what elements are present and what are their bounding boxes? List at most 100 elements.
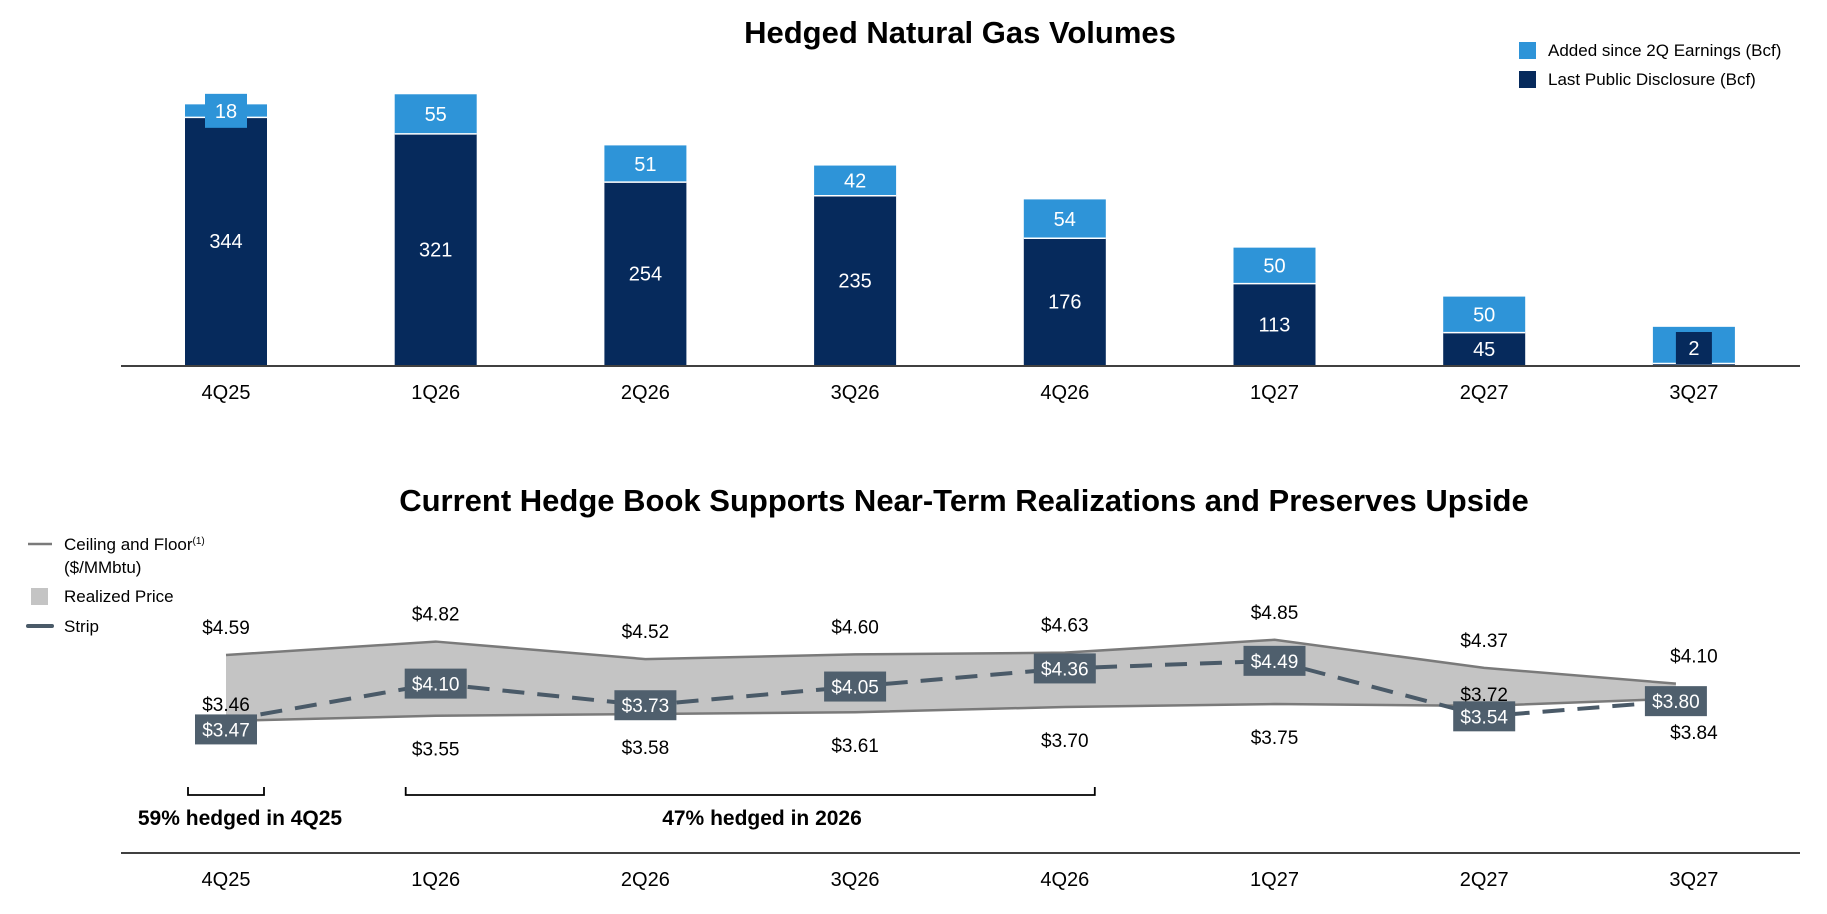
label-added-2Q27: 50 xyxy=(1473,305,1495,327)
label-added-1Q27: 50 xyxy=(1263,256,1285,278)
prices-chart-title: Current Hedge Book Supports Near-Term Re… xyxy=(399,483,1529,518)
bar-last-4Q25 xyxy=(185,117,267,365)
x-tick-top-1Q27: 1Q27 xyxy=(1250,382,1299,404)
legend-swatch-realized xyxy=(31,588,48,605)
bar-added-1Q26 xyxy=(394,94,477,134)
label-last-1Q26: 321 xyxy=(419,239,452,261)
label-last-3Q26: 235 xyxy=(838,270,871,292)
strip-line xyxy=(225,658,1677,723)
legend-label-ceiling-floor: Ceiling and Floor(1) xyxy=(64,535,205,554)
legend-swatch-added xyxy=(1519,42,1536,59)
legend-label-units: ($/MMbtu) xyxy=(64,558,141,577)
bar-last-1Q26 xyxy=(394,133,477,365)
label-last-1Q27: 113 xyxy=(1259,314,1291,336)
ceiling-label-1Q26: $4.82 xyxy=(412,605,460,626)
ceiling-label-3Q27: $4.10 xyxy=(1670,647,1718,668)
ceiling-label-2Q27: $4.37 xyxy=(1460,631,1508,652)
label-added-1Q26: 55 xyxy=(425,104,447,126)
floor-label-2Q27: $3.72 xyxy=(1460,685,1508,706)
label-last-2Q27: 45 xyxy=(1473,339,1495,361)
x-tick-top-3Q26: 3Q26 xyxy=(831,382,880,404)
strip-label-1Q27: $4.49 xyxy=(1251,652,1299,673)
label-added-2Q26: 51 xyxy=(634,154,656,176)
legend-label-realized: Realized Price xyxy=(64,587,174,606)
bar-last-3Q26 xyxy=(814,195,897,365)
ceiling-label-1Q27: $4.85 xyxy=(1251,603,1299,624)
ceiling-label-4Q25: $4.59 xyxy=(202,618,250,639)
strip-label-box-2Q26 xyxy=(614,690,677,721)
floor-label-3Q26: $3.61 xyxy=(831,736,879,757)
x-tick-bottom-4Q25: 4Q25 xyxy=(202,869,251,891)
legend-ceiling-floor-text: Ceiling and Floor xyxy=(64,535,193,554)
floor-label-3Q27: $3.84 xyxy=(1670,723,1718,744)
prices-legend: Ceiling and Floor(1) ($/MMbtu) Realized … xyxy=(26,535,205,636)
volumes-chart: Hedged Natural Gas Volumes Added since 2… xyxy=(121,15,1800,404)
legend-label-added: Added since 2Q Earnings (Bcf) xyxy=(1548,41,1781,60)
label-last-3Q27: 2 xyxy=(1688,338,1699,360)
prices-x-ticks: 4Q25 1Q26 2Q26 3Q26 4Q26 1Q27 2Q27 3Q27 xyxy=(202,869,1719,891)
annotation-4q25: 59% hedged in 4Q25 xyxy=(138,807,343,830)
label-added-4Q25: 18 xyxy=(215,101,237,123)
x-tick-top-4Q25: 4Q25 xyxy=(202,382,251,404)
x-tick-top-3Q27: 3Q27 xyxy=(1669,382,1718,404)
strip-label-3Q26: $4.05 xyxy=(831,678,879,699)
x-tick-bottom-3Q27: 3Q27 xyxy=(1669,869,1718,891)
legend-swatch-last xyxy=(1519,71,1536,88)
label-box-last-3Q27 xyxy=(1675,332,1712,364)
ceiling-line xyxy=(225,638,1677,685)
bar-last-4Q26 xyxy=(1023,238,1106,365)
x-tick-bottom-2Q26: 2Q26 xyxy=(621,869,670,891)
strip-label-1Q26: $4.10 xyxy=(412,675,460,696)
strip-label-3Q27: $3.80 xyxy=(1652,692,1700,713)
bracket-4q25 xyxy=(187,787,265,796)
x-tick-bottom-3Q26: 3Q26 xyxy=(831,869,880,891)
volumes-legend: Added since 2Q Earnings (Bcf) Last Publi… xyxy=(1519,41,1781,89)
ceiling-label-2Q26: $4.52 xyxy=(622,622,670,643)
bar-last-2Q27 xyxy=(1443,332,1526,365)
strip-label-box-4Q26 xyxy=(1033,653,1096,684)
x-tick-bottom-2Q27: 2Q27 xyxy=(1460,869,1509,891)
x-tick-top-4Q26: 4Q26 xyxy=(1040,382,1089,404)
bar-last-2Q26 xyxy=(604,182,687,365)
volumes-x-ticks: 4Q25 1Q26 2Q26 3Q26 4Q26 1Q27 2Q27 3Q27 xyxy=(202,382,1719,404)
label-last-4Q25: 344 xyxy=(209,231,242,253)
label-added-3Q26: 42 xyxy=(844,171,866,193)
ceiling-label-3Q26: $4.60 xyxy=(831,617,879,638)
volumes-chart-title: Hedged Natural Gas Volumes xyxy=(744,15,1176,50)
strip-label-2Q27: $3.54 xyxy=(1460,707,1508,728)
floor-label-4Q26: $3.70 xyxy=(1041,731,1089,752)
x-tick-bottom-1Q26: 1Q26 xyxy=(411,869,460,891)
bar-last-1Q27 xyxy=(1233,283,1316,365)
strip-label-box-3Q27 xyxy=(1644,686,1707,717)
legend-label-last: Last Public Disclosure (Bcf) xyxy=(1548,70,1756,89)
legend-label-strip: Strip xyxy=(64,617,99,636)
label-box-added-4Q25 xyxy=(205,93,247,128)
x-tick-bottom-1Q27: 1Q27 xyxy=(1250,869,1299,891)
strip-label-2Q26: $3.73 xyxy=(622,696,670,717)
prices-chart: Current Hedge Book Supports Near-Term Re… xyxy=(26,483,1800,891)
bar-added-3Q26 xyxy=(814,165,897,196)
price-marks: $4.59 $3.46 $3.47 $4.82 $3.55 $4.10 $4.52 $3.58… xyxy=(195,603,1718,761)
floor-label-1Q26: $3.55 xyxy=(412,740,460,761)
annotation-2026: 47% hedged in 2026 xyxy=(662,807,862,830)
floor-label-1Q27: $3.75 xyxy=(1251,728,1299,749)
strip-label-box-1Q27 xyxy=(1243,645,1306,676)
hedge-annotations: 59% hedged in 4Q25 47% hedged in 2026 xyxy=(138,787,1096,830)
x-tick-top-1Q26: 1Q26 xyxy=(411,382,460,404)
bracket-2026 xyxy=(404,787,1096,796)
strip-label-box-1Q26 xyxy=(404,668,467,699)
bar-added-1Q27 xyxy=(1233,247,1316,284)
legend-footnote-marker: (1) xyxy=(193,536,205,547)
x-tick-top-2Q27: 2Q27 xyxy=(1460,382,1509,404)
bar-added-2Q27 xyxy=(1443,296,1526,333)
strip-label-box-4Q25 xyxy=(195,714,257,745)
bar-added-4Q26 xyxy=(1023,199,1106,239)
strip-label-4Q25: $3.47 xyxy=(202,720,250,741)
volume-bars: 1834455321512544223554176501135045512 xyxy=(185,93,1735,365)
floor-label-2Q26: $3.58 xyxy=(622,738,670,759)
floor-label-4Q25: $3.46 xyxy=(202,695,250,716)
strip-label-box-3Q26 xyxy=(824,671,887,702)
x-tick-top-2Q26: 2Q26 xyxy=(621,382,670,404)
strip-label-box-2Q27 xyxy=(1453,701,1516,732)
